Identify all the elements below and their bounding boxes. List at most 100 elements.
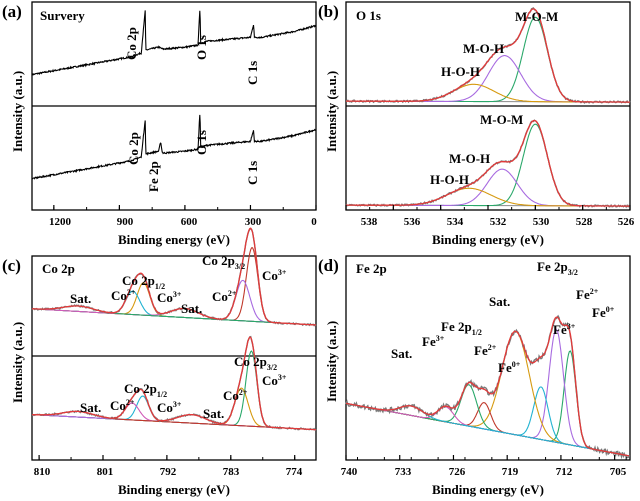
c-top-co32-label: Co 2p3/2 bbox=[202, 253, 245, 271]
panel-a-letter: (a) bbox=[2, 2, 22, 21]
panel-b-plot bbox=[345, 7, 631, 210]
a-xtick-900: 900 bbox=[117, 216, 134, 228]
a-xtick-1200: 1200 bbox=[49, 216, 72, 228]
d-sat-small-label: Sat. bbox=[391, 346, 412, 361]
panel-c-title: Co 2p bbox=[42, 261, 75, 276]
c-bot-co32-label: Co 2p3/2 bbox=[234, 354, 277, 372]
fit-envelope-line bbox=[32, 227, 317, 326]
fit-component bbox=[346, 187, 630, 207]
c-top-co3a-label: Co3+ bbox=[157, 290, 182, 305]
c-bot-sat2-label: Sat. bbox=[203, 406, 224, 421]
c-xtick-792: 792 bbox=[160, 466, 177, 478]
b-xtick-532: 532 bbox=[490, 216, 507, 228]
a-xtick-600: 600 bbox=[181, 216, 198, 228]
d-xtick-705: 705 bbox=[610, 466, 627, 478]
panel-a-ylabel: Intensity (a.u.) bbox=[10, 71, 25, 152]
fit-component bbox=[345, 350, 630, 457]
c-top-sat2-label: Sat. bbox=[181, 301, 202, 316]
panel-c-ylabel: Intensity (a.u.) bbox=[10, 322, 25, 403]
d-fe2b-label: Fe2+ bbox=[474, 343, 497, 358]
fit-component bbox=[346, 16, 630, 103]
fit-component bbox=[346, 55, 630, 103]
panel-d-ylabel: Intensity (a.u.) bbox=[324, 321, 339, 402]
b-top-moh-label: M-O-H bbox=[463, 41, 504, 56]
b-xtick-526: 526 bbox=[618, 216, 635, 228]
panel-b: (b) O 1s M-O-M M-O-H H-O-H M-O-M M-O-H H… bbox=[318, 1, 635, 247]
c-bot-co2a-label: Co2+ bbox=[110, 398, 135, 413]
d-xtick-740: 740 bbox=[341, 466, 358, 478]
a-top-co2p-label: Co 2p bbox=[124, 27, 139, 60]
b-bot-hoh-label: H-O-H bbox=[430, 172, 469, 187]
panel-c: (c) Co 2p Sat. Co2+ Co 2p1/2 Co3+ Sat. C… bbox=[2, 227, 317, 497]
fit-component bbox=[31, 247, 317, 326]
c-bot-co12-label: Co 2p1/2 bbox=[124, 381, 167, 399]
panel-c-xlabel: Binding energy (eV) bbox=[118, 482, 230, 497]
d-fe0a-label: Fe0+ bbox=[592, 305, 615, 320]
panel-b-title: O 1s bbox=[356, 8, 381, 23]
panel-a-xlabel: Binding energy (eV) bbox=[118, 232, 230, 247]
c-xtick-801: 801 bbox=[97, 466, 114, 478]
d-xtick-712: 712 bbox=[556, 466, 573, 478]
c-bot-co3b-label: Co3+ bbox=[262, 373, 287, 388]
panel-b-letter: (b) bbox=[318, 2, 339, 21]
c-xtick-810: 810 bbox=[34, 466, 51, 478]
d-fe0b-label: Fe0+ bbox=[498, 360, 521, 375]
c-xtick-774: 774 bbox=[286, 466, 303, 478]
panel-d: (d) Fe 2p Fe 2p3/2 Fe 2p1/2 Sat. Sat. Fe… bbox=[318, 255, 631, 497]
panel-c-letter: (c) bbox=[2, 256, 21, 275]
panel-d-xlabel: Binding energy (eV) bbox=[432, 482, 544, 497]
b-xtick-536: 536 bbox=[404, 216, 421, 228]
c-top-co12-label: Co 2p1/2 bbox=[122, 273, 165, 291]
c-bot-co3a-label: Co3+ bbox=[157, 400, 182, 415]
d-fe2a-label: Fe2+ bbox=[576, 287, 599, 302]
panel-b-ylabel: Intensity (a.u.) bbox=[324, 71, 339, 152]
b-xtick-538: 538 bbox=[361, 216, 378, 228]
b-bot-mom-label: M-O-M bbox=[480, 112, 523, 127]
survey-line bbox=[31, 10, 317, 76]
d-xtick-719: 719 bbox=[502, 466, 519, 478]
raw-data-line bbox=[345, 314, 630, 460]
fit-component bbox=[346, 83, 630, 103]
fit-envelope-line bbox=[346, 8, 630, 103]
panel-a: (a) Survery Co 2p O 1s C 1s Co 2p Fe 2p … bbox=[2, 1, 317, 247]
panel-d-letter: (d) bbox=[318, 256, 339, 275]
c-top-co2b-label: Co2+ bbox=[212, 289, 237, 304]
b-bot-moh-label: M-O-H bbox=[449, 151, 490, 166]
a-bot-fe2p-label: Fe 2p bbox=[146, 161, 161, 192]
d-fe12-label: Fe 2p1/2 bbox=[441, 319, 482, 337]
c-xtick-783: 783 bbox=[223, 466, 240, 478]
a-xtick-0: 0 bbox=[311, 216, 317, 228]
panel-d-frame bbox=[345, 255, 631, 461]
panel-a-plot bbox=[31, 10, 317, 210]
a-bot-c1s-label: C 1s bbox=[245, 161, 260, 185]
b-xtick-530: 530 bbox=[533, 216, 550, 228]
a-top-c1s-label: C 1s bbox=[245, 61, 260, 85]
d-fe3b-label: Fe3+ bbox=[422, 334, 445, 349]
c-top-co2a-label: Co2+ bbox=[111, 288, 136, 303]
d-sat-main-label: Sat. bbox=[489, 294, 510, 309]
fit-envelope-line bbox=[32, 336, 317, 431]
b-xtick-528: 528 bbox=[576, 216, 593, 228]
a-top-o1s-label: O 1s bbox=[194, 35, 209, 60]
d-xtick-726: 726 bbox=[449, 466, 466, 478]
a-xtick-300: 300 bbox=[245, 216, 262, 228]
d-fe32-label: Fe 2p3/2 bbox=[537, 259, 578, 277]
fit-component bbox=[346, 168, 630, 207]
c-bot-co2b-label: Co2+ bbox=[223, 388, 248, 403]
b-xtick-534: 534 bbox=[447, 216, 464, 228]
panel-a-title: Survery bbox=[40, 8, 85, 23]
a-bot-o1s-label: O 1s bbox=[194, 130, 209, 155]
panel-c-plot bbox=[31, 227, 317, 460]
survey-line bbox=[31, 114, 317, 180]
panel-d-title: Fe 2p bbox=[356, 261, 387, 276]
d-xtick-733: 733 bbox=[395, 466, 412, 478]
b-top-hoh-label: H-O-H bbox=[441, 64, 480, 79]
d-fe3a-label: Fe3+ bbox=[553, 322, 576, 337]
panel-d-plot bbox=[345, 314, 631, 460]
c-top-sat1-label: Sat. bbox=[70, 291, 91, 306]
b-top-mom-label: M-O-M bbox=[515, 9, 558, 24]
c-top-co3b-label: Co3+ bbox=[262, 268, 287, 283]
panel-b-xlabel: Binding energy (eV) bbox=[432, 232, 544, 247]
a-bot-co2p-label: Co 2p bbox=[126, 132, 141, 165]
